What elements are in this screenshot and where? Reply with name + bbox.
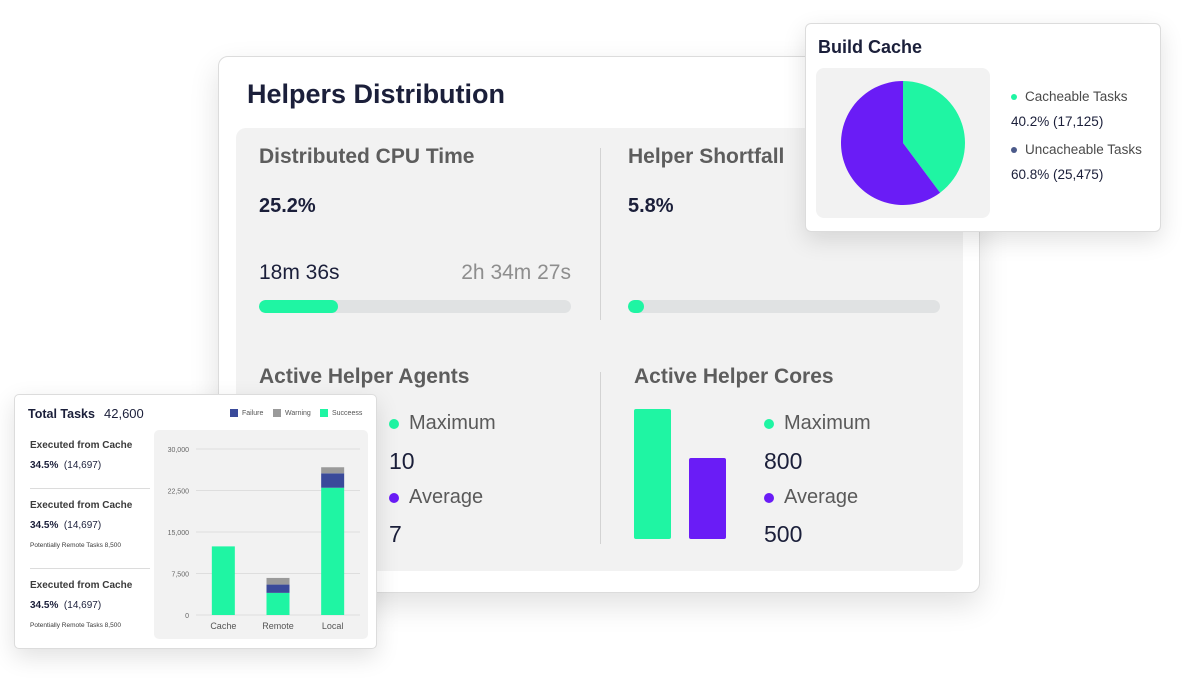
y-tick-label: 30,000 xyxy=(168,447,190,454)
helpers-panel: Distributed CPU Time 25.2% 18m 36s 2h 34… xyxy=(236,128,963,571)
stat-separator xyxy=(30,488,150,489)
x-tick-label: Remote xyxy=(262,621,294,631)
x-tick-label: Cache xyxy=(210,621,236,631)
cacheable-label: Cacheable Tasks xyxy=(1025,89,1128,104)
bar-local-warning xyxy=(321,467,345,474)
pie-slice-uncacheable xyxy=(841,81,941,205)
warning-swatch-icon xyxy=(273,409,281,417)
stat-value: 34.5% (14,697) xyxy=(30,520,101,531)
stat-note: Potentially Remote Tasks 8,500 xyxy=(30,542,121,549)
bar-remote-succeess xyxy=(266,592,290,615)
tasks-stacked-bar-chart: 30,000 22,500 15,000 7,500 0 Cache Remote Local xyxy=(168,447,360,631)
cores-max-legend: Maximum xyxy=(764,412,871,435)
agents-avg-value: 7 xyxy=(389,521,402,547)
stat-count: (14,697) xyxy=(63,520,102,531)
helpers-title: Helpers Distribution xyxy=(247,79,506,109)
agents-title: Active Helper Agents xyxy=(259,365,470,388)
bar-remote-warning xyxy=(266,577,290,585)
cores-avg-label: Average xyxy=(784,486,859,508)
cores-max-label: Maximum xyxy=(784,412,871,434)
x-tick-label: Local xyxy=(322,621,344,631)
pie-slice-cacheable xyxy=(903,81,965,193)
cores-avg-legend: Average xyxy=(764,486,858,509)
legend-success-label: Succeess xyxy=(332,409,363,417)
green-dot-icon xyxy=(764,418,774,429)
stat-count: (14,697) xyxy=(63,460,102,471)
stat-label: Executed from Cache xyxy=(30,580,133,591)
legend-warning-label: Warning xyxy=(285,409,311,417)
stat-separator xyxy=(30,568,150,569)
cores-max-value: 800 xyxy=(764,448,803,474)
y-tick-label: 22,500 xyxy=(168,489,190,496)
pie-chart-box xyxy=(816,68,990,218)
total-tasks-count: 42,600 xyxy=(104,406,144,421)
legend-success: Succeess xyxy=(320,409,362,417)
agents-max-legend: Maximum xyxy=(389,412,496,435)
stat-percent: 34.5% xyxy=(30,600,59,611)
failure-swatch-icon xyxy=(230,409,238,417)
success-swatch-icon xyxy=(320,409,328,417)
cores-avg-value: 500 xyxy=(764,521,803,547)
divider-top xyxy=(600,148,601,320)
agents-avg-legend: Average xyxy=(389,486,483,509)
cacheable-legend: Cacheable Tasks xyxy=(1011,89,1128,104)
purple-dot-icon xyxy=(764,492,774,503)
cpu-time-used: 18m 36s xyxy=(259,261,340,284)
total-tasks-card: Total Tasks 42,600 Failure Warning Succe… xyxy=(14,394,377,649)
bar-remote-failure xyxy=(266,584,290,593)
y-tick-label: 15,000 xyxy=(168,530,190,537)
stat-percent: 34.5% xyxy=(30,460,59,471)
tasks-chart-box: 30,000 22,500 15,000 7,500 0 Cache Remote Local xyxy=(154,430,368,639)
cpu-time-progress-fill xyxy=(259,300,338,313)
stat-label: Executed from Cache xyxy=(30,440,133,451)
stat-value: 34.5% (14,697) xyxy=(30,460,101,471)
cpu-time-percent: 25.2% xyxy=(259,195,316,217)
slate-dot-icon xyxy=(1011,146,1017,153)
uncacheable-value: 60.8% (25,475) xyxy=(1011,167,1104,182)
build-cache-pie-chart xyxy=(841,81,965,205)
legend-warning: Warning xyxy=(273,409,311,417)
agents-avg-label: Average xyxy=(409,486,484,508)
stat-note: Potentially Remote Tasks 8,500 xyxy=(30,622,121,629)
uncacheable-legend: Uncacheable Tasks xyxy=(1011,142,1142,157)
cpu-time-progress xyxy=(259,300,571,313)
cpu-time-title: Distributed CPU Time xyxy=(259,145,475,168)
stat-count: (14,697) xyxy=(63,600,102,611)
divider-bottom xyxy=(600,372,601,544)
build-cache-card: Build Cache Cacheable Tasks 40.2% (17,12… xyxy=(805,23,1161,232)
cpu-time-total: 2h 34m 27s xyxy=(461,261,571,284)
cacheable-value: 40.2% (17,125) xyxy=(1011,114,1104,129)
agents-max-value: 10 xyxy=(389,448,415,474)
build-cache-title: Build Cache xyxy=(818,37,923,57)
green-dot-icon xyxy=(389,418,399,429)
shortfall-percent: 5.8% xyxy=(628,195,674,217)
stat-value: 34.5% (14,697) xyxy=(30,600,101,611)
shortfall-title: Helper Shortfall xyxy=(628,145,785,168)
uncacheable-label: Uncacheable Tasks xyxy=(1025,142,1142,157)
shortfall-progress-fill xyxy=(628,300,644,313)
bar-local-failure xyxy=(321,473,345,488)
y-tick-label: 7,500 xyxy=(171,572,189,579)
cores-max-bar xyxy=(634,409,671,539)
cores-avg-bar xyxy=(689,457,726,539)
cores-title: Active Helper Cores xyxy=(634,365,834,388)
shortfall-progress xyxy=(628,300,940,313)
legend-failure: Failure xyxy=(230,409,263,417)
agents-max-label: Maximum xyxy=(409,412,496,434)
total-tasks-title: Total Tasks xyxy=(28,407,95,421)
purple-dot-icon xyxy=(389,492,399,503)
bar-local-succeess xyxy=(321,487,345,615)
green-dot-icon xyxy=(1011,93,1017,100)
stat-percent: 34.5% xyxy=(30,520,59,531)
y-tick-label: 0 xyxy=(185,613,189,620)
legend-failure-label: Failure xyxy=(242,409,264,417)
stat-label: Executed from Cache xyxy=(30,500,133,511)
bar-cache-succeess xyxy=(211,546,235,615)
